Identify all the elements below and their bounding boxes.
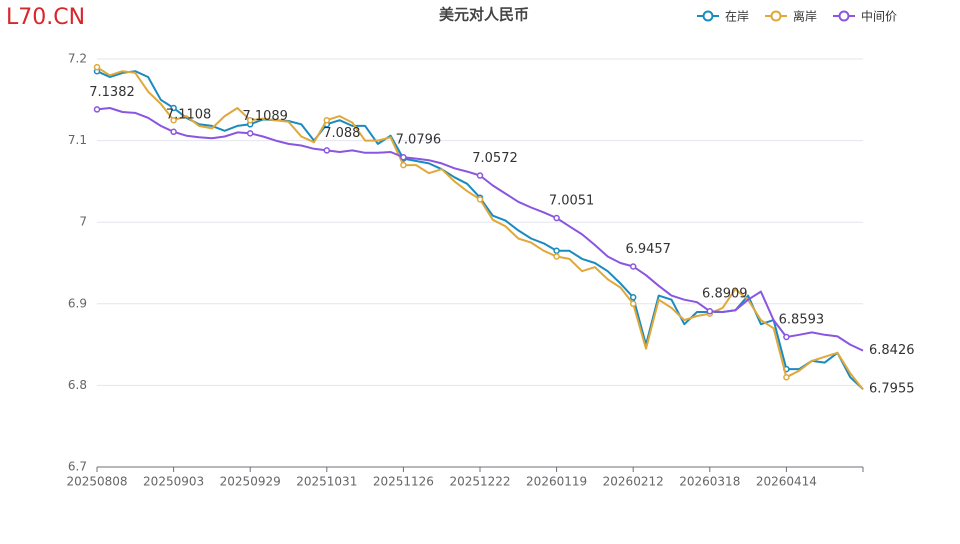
y-tick-label: 6.7 [68,460,87,474]
data-label: 6.8593 [779,313,825,328]
data-label: 7.1108 [166,107,212,122]
y-tick-label: 7 [79,215,87,229]
point-marker [553,253,560,260]
y-tick-label: 6.9 [68,296,87,310]
data-label: 7.1089 [242,109,288,124]
point-marker [476,172,484,179]
point-marker [170,104,177,112]
y-tick-label: 7.1 [68,133,87,147]
legend-marker [770,10,782,22]
x-tick-label: 20260318 [679,475,740,489]
x-tick-label: 20251222 [449,475,510,489]
data-label: 6.8426 [869,343,915,358]
x-tick-label: 20250929 [220,475,281,489]
legend-label: 在岸 [725,10,749,24]
series-line [96,70,864,390]
point-marker [93,106,101,113]
data-label: 7.1382 [89,85,135,100]
series-line [96,66,864,391]
chart-title: 美元对人民币 [439,6,529,24]
y-tick-label: 6.8 [68,378,87,392]
x-tick-label: 20251126 [373,475,434,489]
point-marker [783,373,790,381]
x-tick-label: 20250808 [66,475,127,489]
point-marker [629,294,637,301]
data-label: 7.088 [323,126,360,141]
point-marker [706,307,714,315]
x-tick-label: 20260119 [526,475,587,489]
series-line [96,107,864,352]
brand: L70.CN [6,5,85,30]
point-marker [476,196,484,203]
point-marker [553,247,560,255]
legend-label: 离岸 [793,9,817,24]
point-marker [170,116,177,124]
point-marker [629,300,637,308]
data-label: 6.7955 [869,382,915,397]
x-tick-label: 20250903 [143,475,204,489]
point-marker [246,130,254,137]
point-marker [93,63,101,71]
x-tick-label: 20260212 [603,475,664,489]
x-tick-label: 20251031 [296,475,357,489]
point-marker [170,128,177,136]
point-marker [246,116,254,124]
data-label: 6.8909 [702,287,748,302]
legend-label: 中间价 [861,9,897,24]
point-marker [323,147,331,154]
point-marker [783,333,790,341]
point-marker [553,214,560,222]
point-marker [629,263,637,270]
point-marker [400,153,407,161]
y-tick-label: 7.2 [68,52,87,66]
data-label: 7.0796 [396,133,442,148]
legend-marker [838,10,850,22]
legend-marker [702,10,714,22]
data-label: 7.0572 [472,151,518,166]
data-label: 7.0051 [549,194,595,209]
x-tick-label: 20260414 [756,475,817,489]
point-marker [323,116,331,124]
data-label: 6.9457 [625,242,671,257]
point-marker [400,161,407,169]
